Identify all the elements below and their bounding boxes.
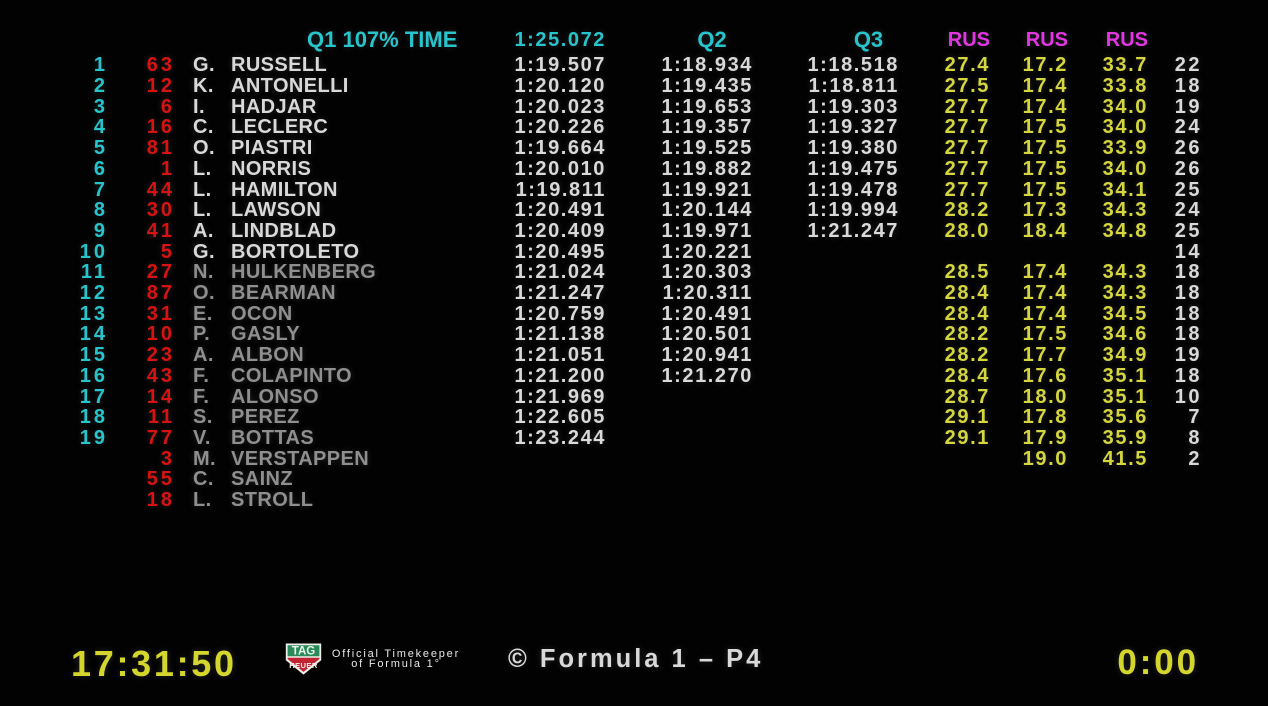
- svg-text:TAG: TAG: [292, 646, 315, 658]
- svg-text:HEUER: HEUER: [289, 661, 318, 670]
